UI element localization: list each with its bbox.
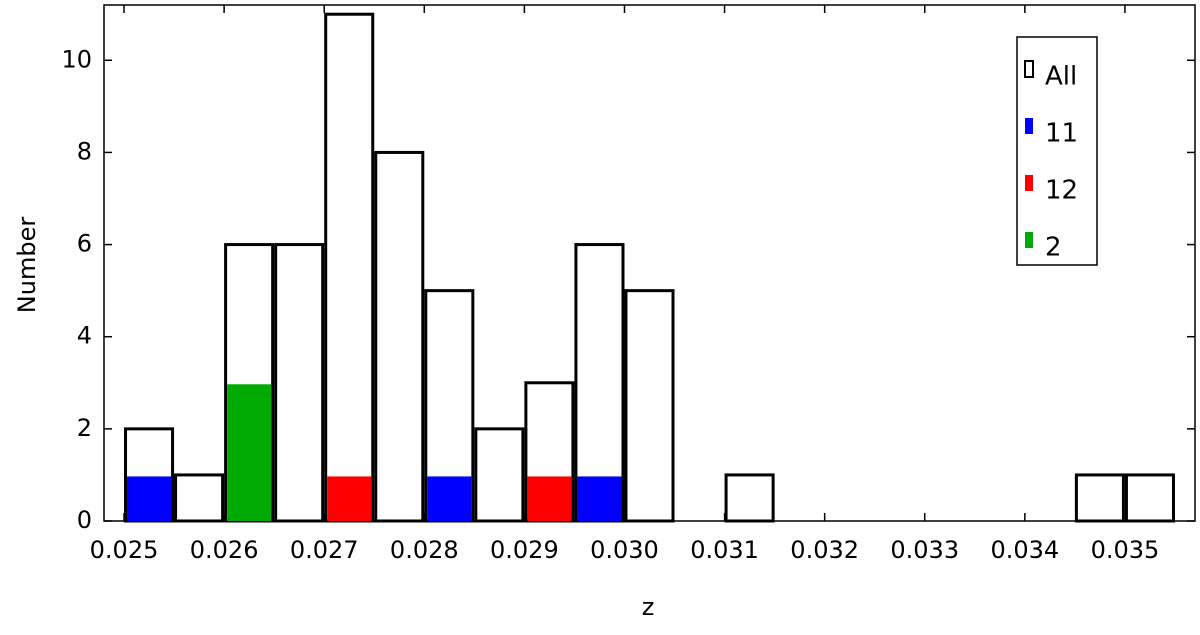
legend-swatch bbox=[1025, 175, 1033, 191]
x-tick-label: 0.029 bbox=[490, 536, 559, 564]
x-tick-label: 0.033 bbox=[890, 536, 959, 564]
bar bbox=[127, 476, 172, 521]
legend-label: 2 bbox=[1045, 233, 1062, 263]
y-axis-label: Number bbox=[13, 217, 41, 314]
x-tick-label: 0.030 bbox=[590, 536, 659, 564]
bar bbox=[327, 476, 372, 521]
y-tick-label: 8 bbox=[77, 137, 92, 165]
bar bbox=[574, 243, 625, 523]
legend-swatch bbox=[1025, 232, 1033, 248]
x-tick-label: 0.032 bbox=[790, 536, 859, 564]
x-tick-label: 0.028 bbox=[390, 536, 459, 564]
bar bbox=[227, 384, 272, 521]
bar bbox=[624, 289, 675, 523]
bar bbox=[577, 476, 622, 521]
legend-swatch bbox=[1025, 118, 1033, 134]
x-tick-label: 0.035 bbox=[1091, 536, 1160, 564]
x-tick-label: 0.031 bbox=[690, 536, 759, 564]
x-tick-label: 0.034 bbox=[990, 536, 1059, 564]
x-tick-label: 0.027 bbox=[290, 536, 359, 564]
bar bbox=[374, 150, 425, 523]
bar bbox=[274, 243, 325, 523]
bar bbox=[174, 473, 225, 523]
y-tick-label: 10 bbox=[61, 45, 92, 73]
bar bbox=[324, 12, 375, 523]
y-tick-label: 0 bbox=[77, 506, 92, 534]
legend-swatch bbox=[1024, 60, 1034, 78]
bar bbox=[474, 427, 525, 523]
x-tick-label: 0.026 bbox=[190, 536, 259, 564]
legend: All 11 12 2 bbox=[1016, 36, 1098, 266]
bar bbox=[1074, 473, 1125, 523]
y-tick-label: 4 bbox=[77, 322, 92, 350]
x-tick-label: 0.025 bbox=[90, 536, 159, 564]
legend-label: 11 bbox=[1045, 119, 1078, 149]
x-axis-label: z bbox=[642, 593, 655, 621]
bar bbox=[527, 476, 572, 521]
bar bbox=[1124, 473, 1175, 523]
y-tick-label: 2 bbox=[77, 414, 92, 442]
bar bbox=[724, 473, 775, 523]
legend-label: All bbox=[1045, 62, 1077, 92]
bar bbox=[427, 476, 472, 521]
y-tick-label: 6 bbox=[77, 230, 92, 258]
legend-label: 12 bbox=[1045, 176, 1078, 206]
